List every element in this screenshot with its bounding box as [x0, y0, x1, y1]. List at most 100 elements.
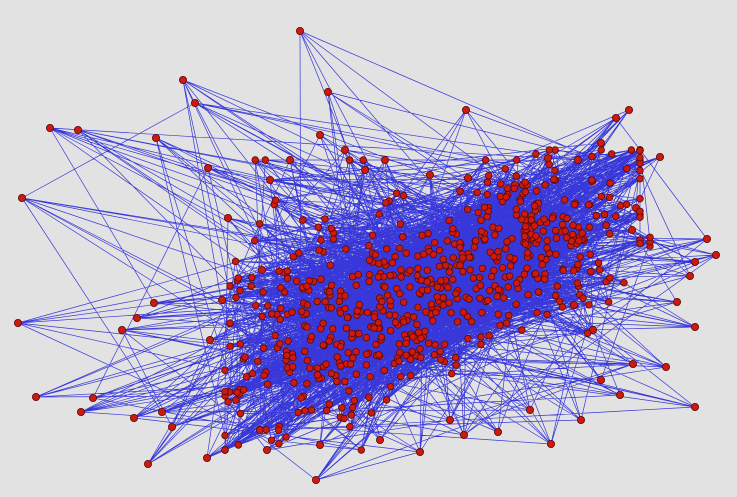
graph-node	[477, 340, 485, 349]
graph-node	[526, 405, 535, 414]
graph-node	[236, 286, 244, 295]
graph-node	[343, 313, 352, 322]
graph-node	[327, 304, 336, 312]
graph-node	[463, 173, 472, 182]
graph-node	[294, 408, 302, 417]
graph-node	[545, 146, 554, 154]
graph-node	[439, 255, 447, 263]
graph-node	[327, 224, 336, 233]
graph-node	[484, 296, 492, 305]
graph-node	[449, 224, 457, 233]
graph-node	[491, 231, 499, 239]
graph-node	[597, 146, 605, 154]
graph-node	[301, 407, 309, 415]
graph-node	[151, 133, 160, 142]
graph-node	[371, 250, 380, 259]
graph-node	[587, 267, 595, 276]
graph-node	[691, 257, 700, 266]
graph-node	[352, 370, 360, 378]
graph-node	[569, 221, 577, 229]
graph-node	[512, 172, 520, 180]
graph-node	[341, 292, 349, 300]
edge-layer	[17, 30, 717, 481]
graph-node	[476, 281, 485, 290]
graph-node	[465, 295, 473, 303]
graph-node	[303, 380, 311, 388]
graph-node	[17, 193, 26, 202]
graph-node	[224, 398, 232, 406]
graph-node	[445, 299, 453, 307]
graph-node	[518, 326, 526, 334]
graph-node	[421, 327, 429, 335]
graph-node	[475, 273, 484, 282]
graph-node	[325, 337, 333, 345]
graph-node	[646, 233, 654, 241]
graph-node	[396, 290, 404, 298]
graph-node	[386, 297, 394, 305]
graph-node	[375, 351, 383, 359]
graph-node	[656, 152, 665, 161]
graph-node	[504, 283, 512, 291]
graph-node	[289, 253, 297, 261]
graph-node	[558, 220, 567, 229]
graph-node	[432, 308, 440, 317]
graph-node	[503, 319, 511, 327]
graph-node	[242, 373, 251, 381]
graph-node	[251, 156, 259, 164]
graph-node	[277, 304, 285, 312]
graph-node	[315, 440, 324, 449]
graph-node	[620, 279, 628, 287]
graph-node	[579, 294, 587, 302]
graph-node	[400, 191, 408, 200]
graph-node	[265, 175, 274, 184]
graph-node	[527, 216, 536, 224]
graph-node	[625, 106, 634, 115]
graph-node	[340, 414, 348, 423]
graph-node	[494, 310, 502, 318]
graph-node	[132, 313, 141, 322]
graph-node	[534, 288, 543, 296]
graph-node	[636, 153, 644, 162]
graph-node	[416, 345, 424, 353]
graph-node	[597, 192, 605, 201]
graph-node	[241, 353, 249, 361]
graph-node	[349, 403, 357, 412]
graph-node	[417, 334, 425, 343]
graph-node	[375, 435, 384, 444]
graph-node	[423, 278, 431, 286]
graph-node	[328, 325, 337, 333]
graph-node	[344, 349, 352, 357]
graph-node	[437, 355, 445, 364]
graph-node	[560, 196, 569, 204]
graph-node	[254, 357, 262, 365]
graph-node	[585, 223, 594, 231]
graph-node	[425, 170, 434, 179]
graph-node	[360, 165, 369, 174]
graph-node	[303, 282, 311, 290]
graph-node	[452, 289, 460, 298]
graph-node	[606, 179, 614, 187]
graph-node	[272, 196, 280, 204]
graph-node	[576, 253, 584, 261]
graph-node	[386, 327, 395, 335]
graph-node	[341, 377, 349, 386]
node-layer	[13, 26, 721, 484]
graph-node	[256, 220, 264, 228]
graph-node	[348, 273, 357, 281]
graph-node	[239, 386, 248, 394]
graph-node	[340, 145, 349, 154]
graph-node	[510, 184, 518, 193]
graph-node	[391, 252, 399, 261]
graph-node	[570, 300, 579, 309]
graph-node	[289, 363, 297, 371]
graph-node	[317, 236, 325, 244]
graph-node	[636, 174, 644, 183]
graph-node	[543, 310, 551, 319]
graph-node	[558, 303, 567, 311]
graph-node	[506, 262, 515, 270]
graph-node	[319, 319, 327, 327]
graph-node	[231, 257, 240, 266]
graph-node	[597, 375, 606, 384]
graph-node	[555, 297, 564, 305]
graph-node	[425, 339, 433, 348]
